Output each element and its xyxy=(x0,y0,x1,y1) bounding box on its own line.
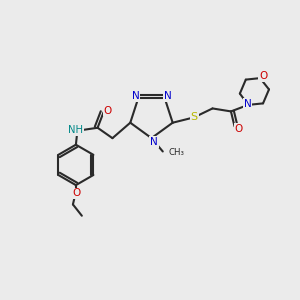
Text: N: N xyxy=(244,99,251,109)
Text: O: O xyxy=(235,124,243,134)
Text: N: N xyxy=(164,91,171,101)
Text: O: O xyxy=(72,188,81,198)
Text: S: S xyxy=(190,112,198,122)
Text: O: O xyxy=(259,71,267,81)
Text: N: N xyxy=(131,91,139,101)
Text: NH: NH xyxy=(68,125,83,135)
Text: N: N xyxy=(150,137,158,147)
Text: O: O xyxy=(104,106,112,116)
Text: CH₃: CH₃ xyxy=(169,148,185,157)
